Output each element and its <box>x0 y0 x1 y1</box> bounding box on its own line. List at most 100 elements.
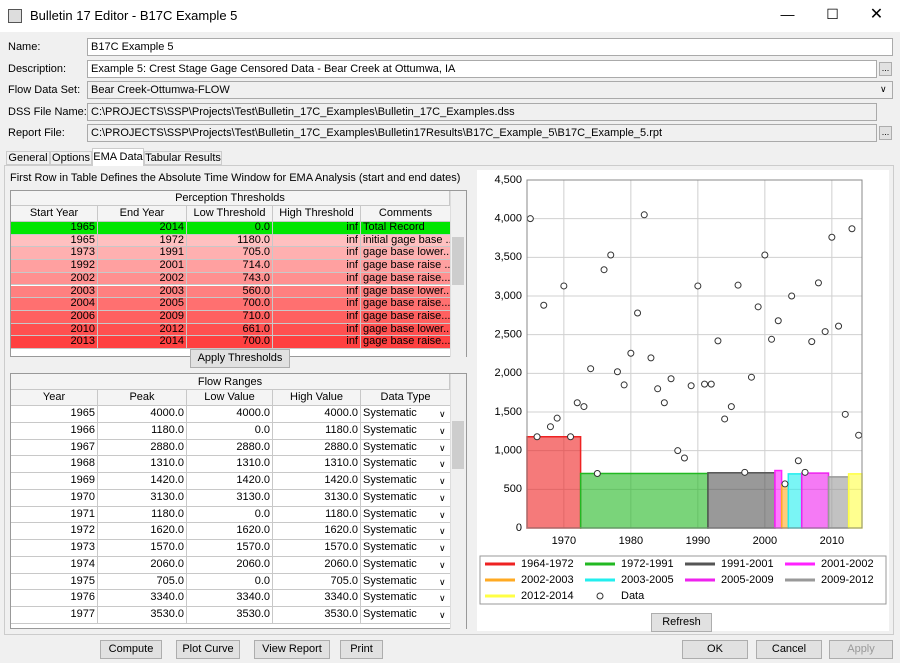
dropdown-arrow[interactable]: ∨ <box>439 543 446 553</box>
legend-label: 1972-1991 <box>621 558 674 570</box>
data-point <box>567 433 575 441</box>
data-point <box>674 447 682 455</box>
dropdown-arrow[interactable]: ∨ <box>439 576 446 587</box>
dropdown-arrow[interactable]: ∨ <box>439 526 446 537</box>
x-tick-label: 2000 <box>753 535 777 547</box>
table-cell: 661.0 <box>187 323 273 337</box>
data-point <box>808 338 816 346</box>
table-cell: 2880.0 <box>98 439 187 457</box>
column-header: Data Type <box>361 390 451 406</box>
table-cell[interactable]: Systematic <box>361 573 451 591</box>
dropdown-arrow[interactable]: ∨ <box>439 559 446 570</box>
button[interactable]: Plot Curve <box>176 640 240 659</box>
data-point <box>533 433 541 441</box>
table-cell: 710.0 <box>187 310 273 324</box>
close[interactable]: ✕ <box>869 6 884 23</box>
threshold-bar <box>707 472 776 529</box>
table-cell: 2014 <box>98 336 187 349</box>
table-cell: inf <box>273 310 361 324</box>
dropdown-arrow[interactable]: ∨ <box>439 459 446 470</box>
scroll-thumb[interactable] <box>452 421 464 469</box>
tab[interactable]: Options <box>50 151 92 165</box>
table-cell[interactable]: Systematic <box>361 456 451 473</box>
apply-thresholds-button[interactable]: Apply Thresholds <box>190 349 290 368</box>
browse-button[interactable]: ... <box>879 126 892 140</box>
data-point <box>848 225 856 233</box>
table-cell: 1570.0 <box>273 540 361 557</box>
button[interactable]: Cancel <box>756 640 822 659</box>
scroll-thumb[interactable] <box>452 237 464 285</box>
table-cell[interactable]: Systematic <box>361 506 451 524</box>
table-cell: 3340.0 <box>273 590 361 607</box>
dropdown-arrow[interactable]: ∨ <box>439 610 446 620</box>
field-value[interactable]: Example 5: Crest Stage Gage Censored Dat… <box>87 60 877 78</box>
scrollbar[interactable] <box>450 374 466 629</box>
button[interactable]: Apply <box>829 640 893 659</box>
table-cell: 2001 <box>98 260 187 273</box>
dropdown-arrow[interactable]: ∨ <box>439 476 446 486</box>
table-cell: 3130.0 <box>187 489 273 507</box>
dropdown-arrow[interactable]: ∨ <box>439 593 446 604</box>
table-cell: inf <box>273 336 361 349</box>
dropdown-arrow[interactable]: ∨ <box>439 425 446 436</box>
table-cell: 2002 <box>11 272 98 286</box>
refresh-button[interactable]: Refresh <box>651 613 712 632</box>
table-cell[interactable]: Systematic <box>361 473 451 490</box>
table-cell: 2060.0 <box>273 556 361 574</box>
table-cell: 2014 <box>98 222 187 235</box>
table-cell[interactable]: Systematic <box>361 556 451 574</box>
dropdown-arrow[interactable]: ∨ <box>439 509 446 520</box>
table-cell: 1974 <box>11 556 98 574</box>
legend-label: Data <box>621 590 645 602</box>
table-cell: 714.0 <box>187 260 273 273</box>
table-cell[interactable]: Systematic <box>361 540 451 557</box>
button[interactable]: Compute <box>100 640 162 659</box>
button[interactable]: View Report <box>254 640 330 659</box>
table-cell[interactable]: Systematic <box>361 607 451 624</box>
table-cell: Total Record <box>361 222 451 235</box>
minimize[interactable]: — <box>780 6 795 22</box>
threshold-bar <box>780 483 790 529</box>
maximize[interactable]: ☐ <box>826 6 839 22</box>
table-cell: inf <box>273 247 361 261</box>
dropdown-arrow[interactable]: ∨ <box>439 442 446 453</box>
button[interactable]: Print <box>340 640 383 659</box>
field-value[interactable]: Bear Creek-Ottumwa-FLOW <box>87 81 893 99</box>
tab[interactable]: Tabular Results <box>144 151 222 165</box>
table-cell[interactable]: Systematic <box>361 590 451 607</box>
table-cell[interactable]: Systematic <box>361 422 451 440</box>
y-tick-label: 1,000 <box>494 445 522 457</box>
table-cell: gage base raise... <box>361 336 451 349</box>
data-point <box>580 403 588 411</box>
field-value[interactable]: B17C Example 5 <box>87 38 893 56</box>
table-cell[interactable]: Systematic <box>361 523 451 540</box>
instruction: First Row in Table Defines the Absolute … <box>10 172 461 184</box>
column-header: Low Value <box>187 390 273 406</box>
table-cell: 1180.0 <box>273 422 361 440</box>
tab[interactable]: EMA Data <box>92 148 144 166</box>
table-cell[interactable]: Systematic <box>361 489 451 507</box>
table-cell[interactable]: Systematic <box>361 439 451 457</box>
table-cell: 1969 <box>11 473 98 490</box>
table-title: Flow Ranges <box>11 374 450 390</box>
table-cell: 2060.0 <box>98 556 187 574</box>
button[interactable]: OK <box>682 640 748 659</box>
browse-button[interactable]: ... <box>879 62 892 76</box>
data-point <box>734 281 742 289</box>
data-point <box>841 410 849 418</box>
column-header: End Year <box>98 206 187 222</box>
table-cell: 1977 <box>11 607 98 624</box>
dropdown-arrow[interactable]: ∨ <box>439 492 446 503</box>
table-cell[interactable]: Systematic <box>361 406 451 423</box>
table-cell: 1620.0 <box>187 523 273 540</box>
table-cell: 1966 <box>11 422 98 440</box>
data-point <box>801 468 809 476</box>
data-point <box>667 375 675 383</box>
tab[interactable]: General <box>6 151 50 165</box>
dropdown-arrow[interactable]: ∨ <box>439 409 446 419</box>
threshold-bar <box>579 472 709 529</box>
data-point <box>781 480 789 488</box>
app-icon <box>8 9 22 23</box>
dropdown-arrow[interactable]: ∨ <box>880 84 887 94</box>
